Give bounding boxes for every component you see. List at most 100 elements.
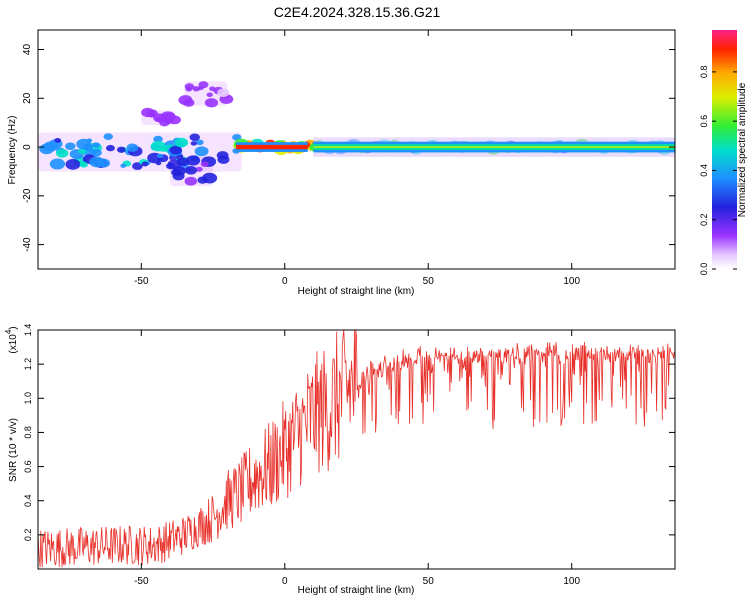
colorbar-tick-label: 0.2 [699,213,709,226]
svg-text:(x104): (x104) [4,326,19,353]
spectrogram-y-label: Frequency (Hz) [7,116,18,185]
snr-series [38,330,675,568]
spectrogram-blob [167,115,174,120]
snr-x-tick-label: 100 [563,576,580,587]
spectrogram-x-tick-label: -50 [134,276,149,287]
spectrogram-blob [217,88,230,98]
spectrogram-x-tick-label: 50 [423,276,435,287]
spectrogram-blob [153,113,166,123]
spectrogram-blob [166,162,176,170]
spectrogram-blob [195,166,203,172]
snr-x-tick-label: 0 [282,576,288,587]
spectrogram-blob [91,148,102,157]
spectrogram-x-ticks: -50 0 50 100 [134,30,580,287]
spectrogram-blob [185,166,198,175]
spectrogram-x-label: Height of straight line (km) [298,286,415,297]
spectrogram-blob [176,157,189,167]
spectrogram-blob [189,133,200,142]
spectrogram-y-tick-label: -20 [22,188,33,203]
spectrogram-blob [206,92,213,98]
colorbar-label: Normalized spectral amplitude [737,82,748,217]
colorbar-ticks: 0.0 0.2 0.4 0.6 0.8 [699,66,737,276]
spectrogram-x-tick-label: 100 [563,276,580,287]
spectrogram-blob [103,133,113,140]
snr-y-tick-label: 0.8 [23,426,33,439]
spectrogram-blob [185,155,201,166]
snr-panel: -50 0 50 100 0.2 0.4 0.6 0.8 1.0 1.2 1.4 Height o… [4,324,676,596]
snr-y-tick-label: 0.4 [23,494,33,507]
snr-frame [37,329,676,570]
snr-multiplier-base: (x10 [8,334,19,354]
spectrogram-blob [204,98,219,108]
spectrogram-blob [194,146,209,157]
spectrogram-blob [92,142,101,148]
spectrogram-blob [159,145,168,152]
spectrogram-blob [155,161,162,166]
colorbar-tick-label: 0.6 [699,115,709,128]
spectrogram-band-core [313,146,675,149]
spectrogram-blob [141,161,149,167]
spectrogram-blob [147,112,155,118]
spectrogram-y-tick-label: 0 [22,144,33,150]
snr-multiplier-close: ) [8,326,19,329]
snr-y-multiplier: (x104) [4,326,19,353]
spectrogram-blob [64,142,76,151]
spectrogram-blob [190,141,198,146]
spectrogram-blob [120,163,127,168]
snr-y-tick-label: 0.2 [23,529,33,542]
snr-x-label: Height of straight line (km) [298,585,415,596]
spectrogram-blob [185,86,193,92]
spectrogram-y-tick-label: -40 [22,237,33,252]
spectrogram-heatmap [38,81,675,187]
spectrogram-blob [97,158,111,168]
spectrogram-blob [82,143,94,151]
spectrogram-blob [217,155,230,164]
snr-line [38,330,675,568]
spectrogram-y-tick-label: 40 [22,44,33,56]
spectrogram-blob [174,137,189,148]
spectrogram-panel: -50 0 50 100 -40 -20 0 20 40 Height of straight… [7,29,676,297]
snr-y-tick-label: 1.0 [23,392,33,405]
colorbar-tick-label: 0.8 [699,66,709,79]
spectrogram-blob [79,161,88,168]
spectrogram-blob [178,95,193,106]
spectrogram-blob [184,176,198,186]
spectrogram-peak-core [235,144,308,150]
spectrogram-blob [171,168,182,177]
spectrogram-blob [192,86,200,92]
figure-title: C2E4.2024.328.15.36.G21 [274,4,441,20]
spectrogram-blob [54,137,62,143]
spectrogram-frame [37,29,676,270]
snr-y-ticks: 0.2 0.4 0.6 0.8 1.0 1.2 1.4 [23,324,675,541]
snr-y-tick-label: 1.4 [23,324,33,337]
spectrogram-blob [49,158,66,170]
snr-x-ticks: -50 0 50 100 [134,330,580,587]
spectrogram-blob [156,153,164,159]
spectrogram-blob [43,141,58,152]
spectrogram-blob [126,143,139,152]
snr-x-tick-label: 50 [423,576,435,587]
spectrogram-blob [169,145,182,155]
colorbar-gradient [712,30,737,269]
spectrogram-blob [209,86,216,92]
spectrogram-blob [65,159,81,170]
colorbar-tick-label: 0.0 [699,263,709,276]
snr-y-tick-label: 1.2 [23,358,33,371]
spectrogram-blob [195,139,204,146]
spectrogram-blob [232,134,242,141]
snr-multiplier-exponent: 4 [4,329,13,334]
spectrogram-x-tick-label: 0 [282,276,288,287]
spectrogram-blob [116,146,126,153]
spectrogram-blob [153,135,163,143]
spectrogram-blob [55,148,69,158]
spectrogram-blob [197,176,208,184]
spectrogram-blob [200,161,209,167]
snr-y-label: SNR (10 * v/v) [8,418,19,482]
spectrogram-blob [106,144,115,152]
colorbar: 0.0 0.2 0.4 0.6 0.8 Normalized spectral ampl… [699,30,748,275]
colorbar-tick-label: 0.4 [699,164,709,177]
spectrogram-y-tick-label: 20 [22,92,33,104]
snr-x-tick-label: -50 [134,576,149,587]
spectrogram-blob [132,162,143,170]
